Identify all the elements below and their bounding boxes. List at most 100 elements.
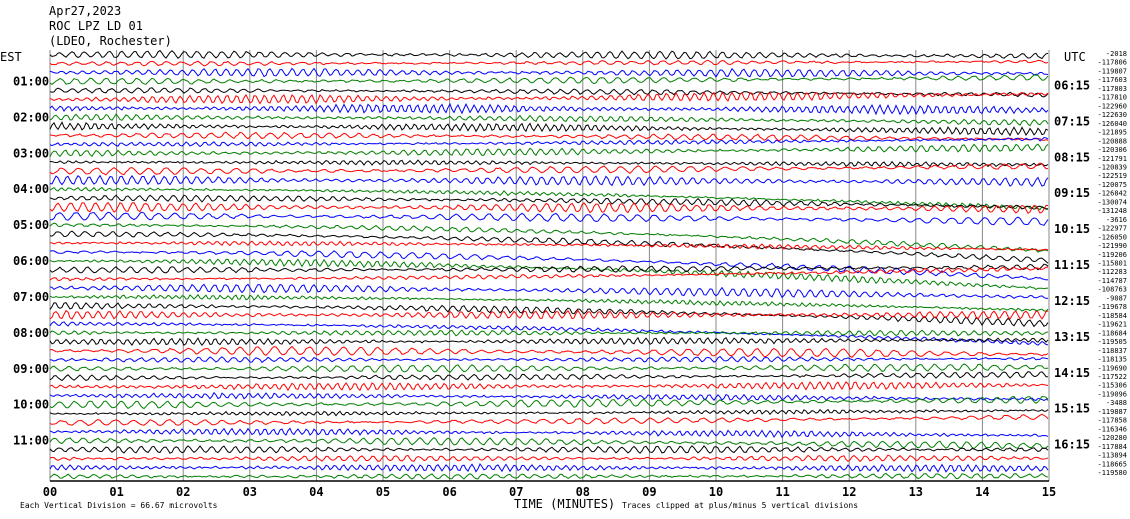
x-tick-10: 10 [709, 485, 723, 499]
trace-offset-label: -117522 [1097, 373, 1127, 381]
trace-offset-label: -130074 [1097, 198, 1127, 206]
trace-offset-label: -117603 [1097, 76, 1127, 84]
trace-15 [49, 186, 1049, 211]
x-tick-06: 06 [442, 485, 456, 499]
trace-offset-label: -3488 [1106, 399, 1127, 407]
trace-offset-label: -120839 [1097, 163, 1127, 171]
trace-offset-label: -117810 [1097, 94, 1127, 102]
trace-offset-label: -121895 [1097, 129, 1127, 137]
trace-offset-label: -122960 [1097, 102, 1127, 110]
trace-7 [49, 113, 1049, 127]
right-hour-label: 15:15 [1054, 402, 1090, 416]
trace-27 [49, 293, 1049, 312]
scale-note: Each Vertical Division = 66.67 microvolt… [20, 501, 218, 510]
x-tick-14: 14 [975, 485, 989, 499]
trace-offset-label: -126842 [1097, 190, 1127, 198]
trace-11 [49, 143, 1049, 158]
right-hour-label: 08:15 [1054, 150, 1090, 164]
trace-offset-label: -115306 [1097, 382, 1127, 390]
trace-offset-label: -3616 [1106, 216, 1127, 224]
left-hour-label: 06:00 [13, 254, 49, 268]
right-hour-label: 10:15 [1054, 222, 1090, 236]
trace-38 [49, 391, 1049, 402]
trace-offset-label: -122630 [1097, 111, 1127, 119]
trace-35 [49, 363, 1049, 373]
trace-25 [49, 266, 1049, 282]
trace-offset-label: -131248 [1097, 207, 1127, 215]
trace-offset-label: -9087 [1106, 294, 1127, 302]
left-hour-label: 01:00 [13, 74, 49, 88]
left-hour-labels: 01:00 02:00 03:00 04:00 05:00 06:00 07:00 08:00… [13, 74, 49, 447]
trace-offset-label: -121791 [1097, 155, 1127, 163]
x-tick-02: 02 [176, 485, 190, 499]
network-label: (LDEO, Rochester) [49, 34, 172, 48]
right-hour-label: 07:15 [1054, 114, 1090, 128]
x-tick-04: 04 [309, 485, 323, 499]
trace-offset-label: -119690 [1097, 364, 1127, 372]
left-hour-label: 05:00 [13, 218, 49, 232]
trace-46 [49, 463, 1049, 473]
trace-23 [49, 258, 1049, 290]
trace-offset-label: -126050 [1097, 233, 1127, 241]
trace-offset-label: -117803 [1097, 85, 1127, 93]
trace-offset-label: -115801 [1097, 260, 1127, 268]
trace-30 [49, 320, 1049, 346]
x-tick-labels: 00 01 02 03 04 05 06 07 08 09 10 11 12 13 14 15 [43, 485, 1056, 499]
trace-offset-label: -112283 [1097, 268, 1127, 276]
trace-45 [49, 454, 1049, 463]
right-hour-labels: 06:15 07:15 08:15 09:15 10:15 11:15 12:15 13:15… [1054, 78, 1090, 451]
trace-13 [49, 162, 1048, 176]
left-hour-label: 08:00 [13, 326, 49, 340]
x-tick-13: 13 [909, 485, 923, 499]
trace-1 [49, 59, 1049, 67]
right-hour-label: 06:15 [1054, 78, 1090, 92]
trace-31 [49, 329, 1049, 337]
trace-47 [49, 472, 1049, 480]
x-tick-12: 12 [842, 485, 856, 499]
trace-9 [49, 131, 1049, 142]
trace-44 [49, 445, 1049, 454]
trace-14 [49, 174, 1049, 187]
left-hour-label: 09:00 [13, 362, 49, 376]
trace-24 [49, 263, 1049, 274]
left-hour-label: 10:00 [13, 398, 49, 412]
x-axis-label: TIME (MINUTES) [514, 497, 616, 511]
trace-offset-label: -120306 [1097, 146, 1127, 154]
trace-offset-label: -116346 [1097, 425, 1127, 433]
trace-offset-label: -118837 [1097, 347, 1127, 355]
trace-40 [49, 408, 1049, 417]
trace-39 [49, 395, 1049, 410]
trace-offset-label: -118665 [1097, 460, 1127, 468]
right-hour-label: 12:15 [1054, 294, 1090, 308]
trace-offset-label: -120888 [1097, 137, 1127, 145]
trace-8 [49, 121, 1049, 137]
trace-2 [49, 67, 1049, 78]
trace-offset-labels: -2018-117806-119807-117603-117803-117810… [1097, 50, 1127, 477]
trace-12 [49, 159, 1049, 168]
right-timezone-label: UTC [1064, 50, 1086, 64]
trace-18 [50, 211, 1049, 226]
x-tick-11: 11 [775, 485, 789, 499]
trace-offset-label: -121990 [1097, 242, 1127, 250]
left-hour-label: 11:00 [13, 434, 49, 448]
trace-offset-label: -114787 [1097, 277, 1127, 285]
trace-17 [49, 201, 1048, 214]
x-tick-07: 07 [509, 485, 523, 499]
right-hour-label: 11:15 [1054, 258, 1090, 272]
trace-offset-label: -117858 [1097, 417, 1127, 425]
trace-offset-label: -126040 [1097, 120, 1127, 128]
trace-offset-label: -119206 [1097, 251, 1127, 259]
trace-offset-label: -119807 [1097, 67, 1127, 75]
left-timezone-label: EST [0, 50, 22, 64]
trace-offset-label: -119580 [1097, 469, 1127, 477]
trace-34 [49, 355, 1049, 364]
x-tick-00: 00 [43, 485, 57, 499]
grid-lines [49, 50, 1050, 482]
trace-offset-label: -118584 [1097, 312, 1127, 320]
trace-offset-label: -122519 [1097, 172, 1127, 180]
trace-offset-label: -108763 [1097, 286, 1127, 294]
x-tick-05: 05 [376, 485, 390, 499]
trace-10 [49, 136, 1049, 148]
trace-offset-label: -119887 [1097, 408, 1127, 416]
trace-offset-label: -117806 [1097, 59, 1127, 67]
